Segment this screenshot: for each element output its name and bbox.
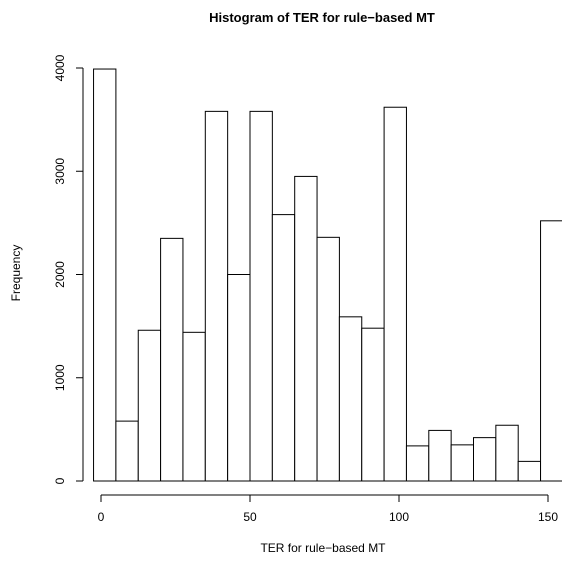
histogram-bar-19 (517, 460, 542, 482)
y-tick-label: 4000 (53, 54, 67, 81)
histogram-bar-5 (204, 110, 229, 482)
x-axis: 0 50 100 150 (98, 494, 558, 524)
y-tick-label: 2000 (53, 261, 67, 288)
histogram-bar-15 (428, 429, 452, 482)
x-tick-label: 150 (538, 510, 558, 524)
chart-title: Histogram of TER for rule−based MT (209, 10, 435, 25)
histogram-bar-3 (160, 237, 184, 482)
x-axis-label: TER for rule−based MT (260, 541, 386, 555)
x-tick-label: 100 (389, 510, 409, 524)
histogram-bar-9 (294, 175, 318, 482)
histogram-bar-10 (316, 236, 340, 482)
histogram-bar-1 (115, 420, 139, 482)
bars-group (93, 68, 562, 482)
histogram-bar-6 (227, 274, 251, 482)
y-tick-label: 0 (53, 477, 67, 484)
histogram-bar-2 (137, 329, 162, 482)
histogram-bar-12 (361, 327, 385, 482)
histogram-bar-11 (338, 316, 363, 482)
histogram-bar-20 (540, 220, 562, 482)
histogram-bar-7 (249, 110, 273, 482)
y-axis-label: Frequency (9, 245, 23, 302)
y-tick-label: 3000 (53, 158, 67, 185)
histogram-bar-17 (473, 437, 497, 482)
histogram-bar-18 (495, 424, 519, 482)
y-axis: 0 1000 2000 3000 4000 (53, 54, 84, 484)
histogram-bar-4 (182, 331, 206, 482)
histogram-bar-8 (271, 214, 296, 482)
histogram-bar-0 (93, 68, 117, 482)
histogram-bar-13 (383, 106, 407, 482)
y-tick-label: 1000 (53, 364, 67, 391)
x-tick-label: 0 (98, 510, 105, 524)
x-tick-label: 50 (243, 510, 257, 524)
histogram-bar-16 (450, 444, 474, 482)
histogram-bar-14 (405, 445, 430, 482)
